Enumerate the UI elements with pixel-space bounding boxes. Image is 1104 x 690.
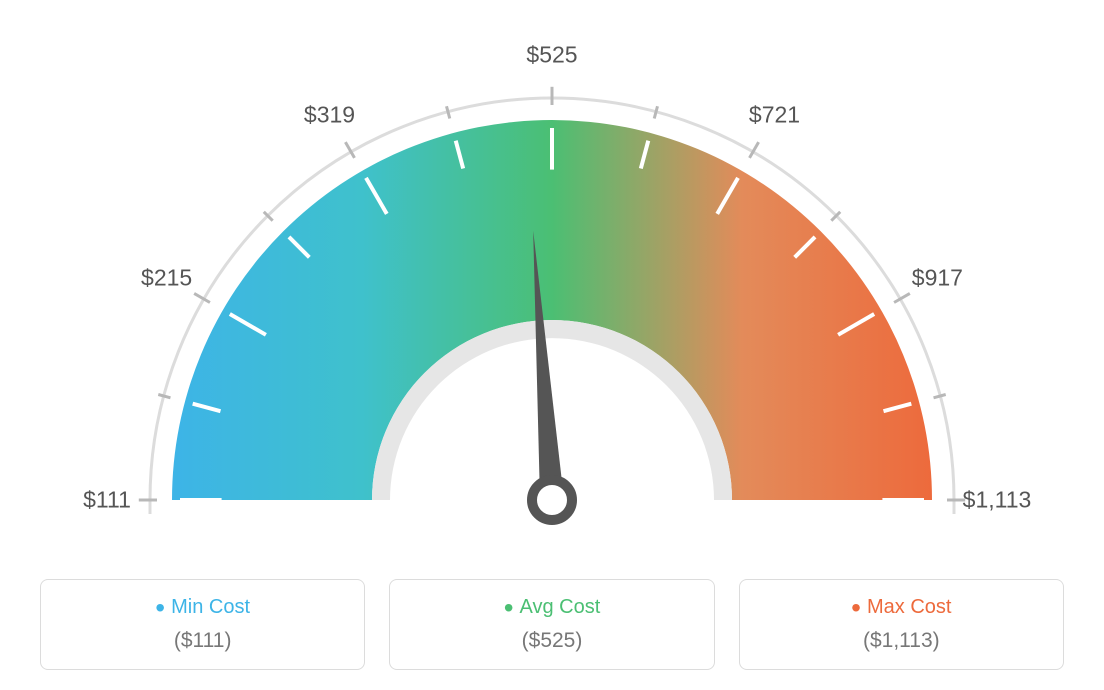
cost-card-value: ($525)	[400, 629, 703, 653]
cost-card-title: •Min Cost	[51, 596, 354, 619]
gauge-tick-label: $111	[83, 487, 131, 514]
cost-card-title: •Max Cost	[750, 596, 1053, 619]
gauge-chart: $111 $215 $319 $525 $721 $917 $1,113	[0, 0, 1104, 570]
gauge-tick-label: $917	[912, 264, 963, 291]
cost-card: •Min Cost($111)	[40, 579, 365, 670]
cost-card-title-text: Avg Cost	[520, 596, 601, 618]
cost-card-title: •Avg Cost	[400, 596, 703, 619]
gauge-tick-label: $721	[749, 101, 800, 128]
gauge-tick-label: $525	[526, 42, 577, 69]
cost-card: •Max Cost($1,113)	[739, 579, 1064, 670]
cost-card-value: ($111)	[51, 629, 354, 653]
bullet-icon: •	[504, 592, 514, 623]
gauge-tick-label: $319	[304, 101, 355, 128]
cost-card: •Avg Cost($525)	[389, 579, 714, 670]
cost-card-value: ($1,113)	[750, 629, 1053, 653]
gauge-tick-label: $215	[141, 264, 192, 291]
bullet-icon: •	[851, 592, 861, 623]
cost-card-title-text: Min Cost	[171, 596, 250, 618]
bullet-icon: •	[155, 592, 165, 623]
summary-cards: •Min Cost($111)•Avg Cost($525)•Max Cost(…	[40, 579, 1064, 670]
gauge-tick-label: $1,113	[963, 487, 1032, 514]
cost-card-title-text: Max Cost	[867, 596, 951, 618]
chart-container: $111$215$319$525$721$917$1,113 •Min Cost…	[0, 0, 1104, 690]
